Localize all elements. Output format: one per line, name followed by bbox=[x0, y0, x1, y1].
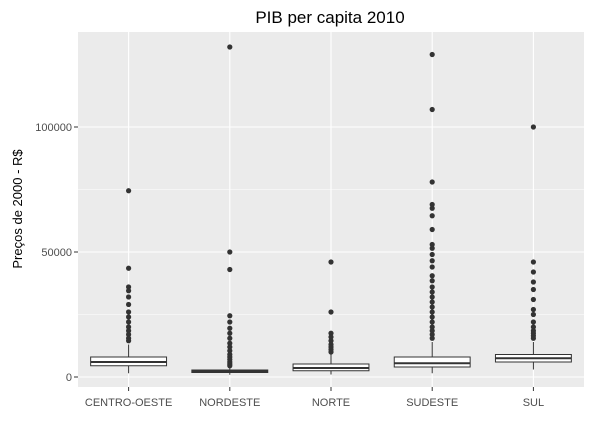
outlier-point bbox=[429, 309, 435, 315]
outlier-point bbox=[227, 266, 233, 273]
outlier-point bbox=[530, 311, 537, 318]
outlier-point bbox=[328, 349, 334, 355]
outlier-point bbox=[227, 44, 233, 50]
outlier-point bbox=[429, 205, 435, 211]
outlier-point bbox=[429, 331, 435, 338]
chart-title: PIB per capita 2010 bbox=[255, 8, 404, 27]
outlier-point bbox=[429, 278, 435, 284]
outlier-point bbox=[227, 348, 233, 354]
outlier-point bbox=[126, 314, 132, 320]
box-group bbox=[494, 124, 572, 370]
x-tick-label: NORDESTE bbox=[199, 397, 260, 409]
outlier-point bbox=[530, 279, 537, 285]
outlier-point bbox=[530, 286, 537, 293]
x-axis: CENTRO-OESTE NORDESTE NORTE SUDESTE SUL bbox=[85, 387, 544, 409]
outlier-point bbox=[227, 363, 233, 369]
outlier-point bbox=[429, 328, 435, 334]
outlier-point bbox=[126, 284, 132, 290]
outlier-point bbox=[328, 334, 334, 340]
outlier-point bbox=[126, 324, 132, 330]
outlier-point bbox=[429, 335, 435, 341]
outlier-point bbox=[429, 314, 435, 320]
outlier-point bbox=[530, 296, 537, 303]
box-iqr bbox=[393, 356, 471, 368]
outlier-point bbox=[126, 301, 132, 308]
y-axis: 0 50000 100000 bbox=[35, 122, 78, 384]
outlier-point bbox=[328, 338, 334, 344]
outlier-point bbox=[126, 188, 132, 194]
outlier-point bbox=[429, 241, 435, 248]
outlier-point bbox=[429, 51, 435, 58]
outlier-point bbox=[227, 335, 233, 341]
outlier-point bbox=[429, 251, 435, 258]
x-tick-label: NORTE bbox=[312, 397, 350, 409]
outlier-point bbox=[227, 330, 233, 336]
outlier-point bbox=[429, 284, 435, 290]
outlier-point bbox=[429, 294, 435, 300]
box-group bbox=[292, 259, 370, 375]
outlier-point bbox=[227, 249, 233, 255]
outlier-point bbox=[126, 331, 132, 338]
outlier-point bbox=[429, 299, 435, 305]
outlier-point bbox=[227, 340, 233, 346]
x-tick-label: CENTRO-OESTE bbox=[85, 397, 172, 409]
outlier-point bbox=[530, 319, 537, 325]
outlier-point bbox=[126, 265, 132, 271]
outlier-point bbox=[126, 338, 132, 344]
outlier-point bbox=[126, 294, 132, 300]
outlier-point bbox=[429, 201, 435, 208]
boxes-layer bbox=[90, 44, 572, 375]
outlier-point bbox=[429, 179, 435, 185]
outlier-point bbox=[429, 258, 435, 264]
outlier-point bbox=[429, 319, 435, 325]
x-tick-label: SUL bbox=[523, 397, 544, 409]
outlier-point bbox=[227, 325, 233, 331]
outlier-point bbox=[328, 259, 334, 265]
outlier-point bbox=[429, 106, 435, 113]
outlier-point bbox=[328, 309, 334, 315]
y-tick-label: 0 bbox=[66, 372, 72, 384]
outlier-point bbox=[227, 344, 233, 350]
outlier-point bbox=[126, 319, 132, 325]
box-group bbox=[90, 188, 168, 374]
outlier-point bbox=[530, 335, 537, 341]
outlier-point bbox=[429, 264, 435, 270]
outlier-point bbox=[429, 304, 435, 310]
outlier-point bbox=[126, 288, 132, 294]
y-tick-label: 50000 bbox=[41, 247, 72, 259]
box-group bbox=[191, 44, 269, 375]
outlier-point bbox=[429, 289, 435, 295]
outlier-point bbox=[126, 309, 132, 315]
outlier-point bbox=[429, 245, 435, 251]
outlier-point bbox=[530, 124, 537, 130]
y-axis-label: Preços de 2000 - R$ bbox=[10, 149, 25, 269]
outlier-point bbox=[429, 273, 435, 279]
outlier-point bbox=[530, 306, 537, 313]
outlier-point bbox=[429, 324, 435, 330]
x-tick-label: SUDESTE bbox=[406, 397, 458, 409]
outlier-point bbox=[530, 324, 537, 330]
outlier-point bbox=[530, 269, 537, 275]
outlier-point bbox=[227, 319, 233, 325]
outlier-point bbox=[227, 313, 233, 319]
outlier-point bbox=[429, 226, 435, 233]
outlier-point bbox=[429, 213, 435, 219]
outlier-point bbox=[328, 330, 334, 336]
y-tick-label: 100000 bbox=[35, 122, 72, 134]
outlier-point bbox=[126, 328, 132, 334]
box-group bbox=[393, 51, 471, 374]
outlier-point bbox=[530, 259, 537, 265]
